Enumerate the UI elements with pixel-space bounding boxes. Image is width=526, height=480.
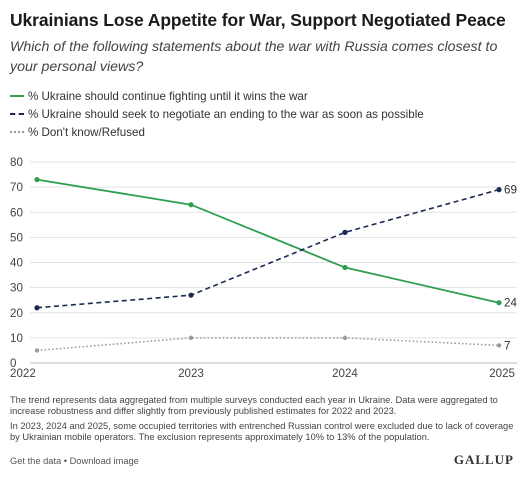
legend-swatch-dotted xyxy=(10,131,24,133)
data-point xyxy=(342,335,348,341)
series-line-0 xyxy=(36,178,500,304)
y-tick-label: 40 xyxy=(10,257,23,270)
legend-item-dontknow: % Don't know/Refused xyxy=(10,124,145,140)
legend-label-fight: % Ukraine should continue fighting until… xyxy=(28,89,308,103)
data-point xyxy=(188,292,194,298)
footer-links: Get the data • Download image xyxy=(10,456,139,466)
data-point xyxy=(34,348,40,353)
data-point xyxy=(496,343,502,348)
data-point xyxy=(188,202,194,208)
footer-separator: • xyxy=(61,456,70,466)
x-tick-label: 2022 xyxy=(10,367,36,380)
data-point xyxy=(496,300,502,306)
chart-subtitle: Which of the following statements about … xyxy=(10,39,498,75)
data-point xyxy=(188,335,194,341)
y-tick-label: 50 xyxy=(10,231,23,244)
y-tick-label: 30 xyxy=(10,282,23,295)
data-point xyxy=(34,176,40,183)
legend-label-dontknow: % Don't know/Refused xyxy=(28,125,145,139)
footnote-exclusion: In 2023, 2024 and 2025, some occupied te… xyxy=(10,421,514,442)
legend-swatch-solid xyxy=(10,95,24,97)
chart-title: Ukrainians Lose Appetite for War, Suppor… xyxy=(10,10,506,30)
legend-item-fight: % Ukraine should continue fighting until… xyxy=(10,88,308,104)
y-tick-label: 20 xyxy=(10,307,23,320)
x-tick-label: 2025 xyxy=(489,367,515,380)
y-tick-label: 10 xyxy=(10,332,23,345)
footnote-aggregation: The trend represents data aggregated fro… xyxy=(10,395,498,416)
end-value-label: 69 xyxy=(504,184,517,197)
y-tick-label: 60 xyxy=(10,206,23,219)
data-point xyxy=(342,229,348,235)
end-value-label: 7 xyxy=(504,339,510,352)
x-tick-label: 2023 xyxy=(178,367,204,380)
legend-swatch-dashed xyxy=(10,113,24,115)
x-tick-label: 2024 xyxy=(332,367,358,380)
series-line-1 xyxy=(36,188,500,309)
line-chart: 0 10 20 30 40 50 60 70 80 2022 2023 2024 2025 24 69 7 xyxy=(10,156,517,380)
download-image-link[interactable]: Download image xyxy=(69,456,139,466)
y-tick-label: 70 xyxy=(10,181,23,194)
data-point xyxy=(34,305,40,311)
series-line-2 xyxy=(36,337,500,352)
y-tick-label: 80 xyxy=(10,156,23,169)
legend-item-negotiate: % Ukraine should seek to negotiate an en… xyxy=(10,106,424,122)
legend-label-negotiate: % Ukraine should seek to negotiate an en… xyxy=(28,107,424,121)
get-data-link[interactable]: Get the data xyxy=(10,456,62,466)
gallup-logo: GALLUP xyxy=(453,452,514,467)
end-value-label: 24 xyxy=(504,297,517,310)
data-point xyxy=(342,264,348,271)
data-point xyxy=(496,187,502,193)
y-tick-label: 0 xyxy=(10,357,16,370)
